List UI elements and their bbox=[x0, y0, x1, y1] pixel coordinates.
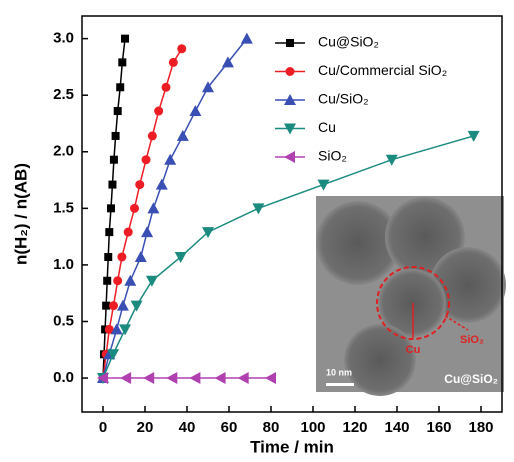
marker bbox=[177, 44, 187, 54]
marker bbox=[113, 276, 123, 286]
x-tick-label: 80 bbox=[263, 419, 280, 436]
marker bbox=[104, 252, 113, 261]
marker bbox=[154, 106, 164, 116]
marker bbox=[116, 299, 129, 311]
marker bbox=[110, 323, 123, 335]
marker bbox=[145, 275, 158, 287]
marker bbox=[164, 153, 177, 165]
inset-image: 10 nm Cu SiO₂ Cu@SiO₂ bbox=[316, 196, 506, 396]
plot-frame bbox=[81, 15, 503, 413]
marker bbox=[135, 180, 145, 190]
marker bbox=[168, 57, 178, 67]
marker bbox=[124, 274, 137, 286]
marker bbox=[385, 154, 398, 166]
legend-marker bbox=[284, 123, 296, 135]
marker bbox=[108, 180, 117, 189]
marker bbox=[467, 130, 480, 142]
legend-label: Cu@SiO₂ bbox=[318, 34, 379, 50]
y-tick-label: 1.0 bbox=[53, 256, 74, 273]
marker bbox=[109, 155, 118, 164]
marker bbox=[113, 107, 122, 116]
x-axis-label: Time / min bbox=[250, 437, 334, 456]
marker bbox=[147, 131, 157, 141]
marker bbox=[118, 58, 127, 67]
marker bbox=[189, 372, 201, 385]
y-tick-label: 0.0 bbox=[53, 369, 74, 386]
marker bbox=[102, 301, 111, 310]
y-axis-label: n(H₂) / n(AB) bbox=[11, 163, 30, 265]
legend-label: SiO₂ bbox=[318, 148, 347, 164]
marker bbox=[97, 372, 108, 385]
x-tick-label: 20 bbox=[137, 419, 154, 436]
marker bbox=[119, 324, 132, 336]
marker bbox=[107, 349, 120, 361]
y-tick-label: 1.5 bbox=[53, 199, 74, 216]
marker bbox=[143, 372, 155, 385]
x-tick-label: 40 bbox=[179, 419, 196, 436]
x-tick-label: 160 bbox=[426, 419, 451, 436]
scale-bar-label: 10 nm bbox=[326, 367, 352, 377]
marker bbox=[202, 81, 214, 93]
legend-label: Cu/SiO₂ bbox=[318, 91, 369, 107]
marker bbox=[106, 204, 115, 213]
marker bbox=[317, 179, 330, 191]
marker bbox=[214, 372, 226, 385]
marker bbox=[202, 227, 214, 239]
marker bbox=[237, 372, 249, 385]
marker bbox=[109, 301, 118, 311]
marker bbox=[240, 32, 253, 44]
marker bbox=[121, 34, 130, 43]
y-tick-label: 0.5 bbox=[53, 312, 74, 329]
y-tick-label: 2.5 bbox=[53, 86, 74, 103]
legend-label: Cu bbox=[318, 119, 336, 135]
marker bbox=[130, 203, 139, 213]
marker bbox=[161, 82, 171, 92]
x-tick-label: 0 bbox=[99, 419, 107, 436]
x-tick-label: 120 bbox=[342, 419, 367, 436]
marker bbox=[104, 324, 114, 334]
marker bbox=[176, 129, 189, 141]
y-tick-label: 2.0 bbox=[53, 143, 74, 160]
marker bbox=[123, 227, 133, 237]
marker bbox=[120, 372, 132, 385]
marker bbox=[105, 228, 114, 237]
legend-label: Cu/Commercial SiO₂ bbox=[318, 62, 447, 78]
x-tick-label: 100 bbox=[300, 419, 325, 436]
marker bbox=[252, 203, 265, 215]
marker bbox=[141, 226, 154, 238]
legend-marker bbox=[286, 39, 294, 47]
marker bbox=[265, 372, 276, 385]
marker bbox=[134, 250, 147, 262]
marker bbox=[111, 131, 120, 140]
inset-label: Cu@SiO₂ bbox=[444, 372, 498, 386]
marker bbox=[141, 155, 151, 165]
inset-label: Cu bbox=[406, 344, 421, 356]
marker bbox=[147, 202, 160, 214]
marker bbox=[155, 178, 168, 190]
legend-marker bbox=[284, 151, 295, 163]
legend-marker bbox=[285, 67, 295, 76]
x-tick-label: 180 bbox=[468, 419, 493, 436]
marker bbox=[117, 252, 127, 262]
marker bbox=[221, 56, 234, 68]
y-tick-label: 3.0 bbox=[53, 30, 74, 47]
marker bbox=[130, 300, 143, 312]
x-tick-label: 140 bbox=[384, 419, 409, 436]
inset-label: SiO₂ bbox=[460, 334, 484, 346]
marker bbox=[166, 372, 178, 385]
x-tick-label: 60 bbox=[221, 419, 238, 436]
marker bbox=[103, 276, 112, 285]
marker bbox=[116, 83, 125, 92]
marker bbox=[174, 251, 187, 263]
marker bbox=[189, 105, 202, 117]
legend-marker bbox=[284, 94, 296, 105]
